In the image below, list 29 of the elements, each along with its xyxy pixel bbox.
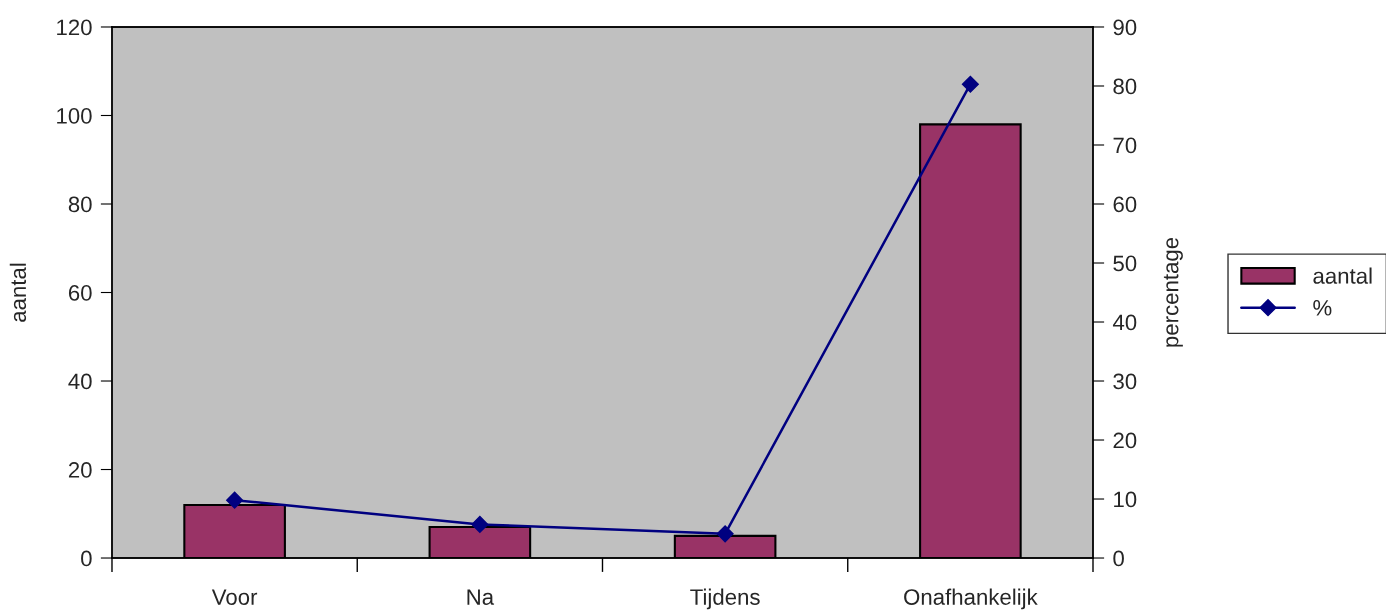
x-tick-label: Voor — [211, 589, 258, 605]
y2-tick-label: 50 — [1113, 255, 1137, 272]
y2-tick-label: 0 — [1113, 550, 1124, 567]
legend-label: % — [1313, 300, 1332, 316]
y-tick-label: 0 — [81, 550, 92, 567]
y2-tick-label: 90 — [1113, 19, 1137, 36]
x-tick-label: Onafhankelijk — [904, 588, 1038, 610]
y2-tick-label: 80 — [1113, 78, 1137, 95]
y-tick-label: 80 — [68, 196, 92, 213]
legend-label: aantal — [1313, 267, 1372, 284]
y-tick-label: 100 — [57, 108, 92, 124]
point — [716, 525, 734, 543]
point — [961, 75, 979, 93]
y2-tick-label: 60 — [1113, 196, 1137, 213]
y-axis-title: aantal — [9, 263, 27, 322]
y-tick-label: 120 — [57, 19, 92, 36]
point — [226, 491, 244, 509]
x-tick-label: Na — [467, 589, 495, 605]
y2-axis-title: percentage — [1163, 237, 1183, 347]
y2-tick-label: 20 — [1113, 432, 1137, 449]
y2-tick-label: 40 — [1112, 314, 1137, 331]
y2-tick-label: 10 — [1114, 491, 1137, 508]
y-tick-label: 40 — [68, 373, 92, 390]
y-tick-label: 20 — [68, 462, 92, 478]
x-tick-label: Tijdens — [690, 588, 760, 610]
y2-tick-label: 70 — [1113, 137, 1137, 154]
y2-tick-label: 30 — [1113, 373, 1137, 390]
point — [471, 515, 489, 533]
y-tick-label: 60 — [68, 285, 92, 301]
